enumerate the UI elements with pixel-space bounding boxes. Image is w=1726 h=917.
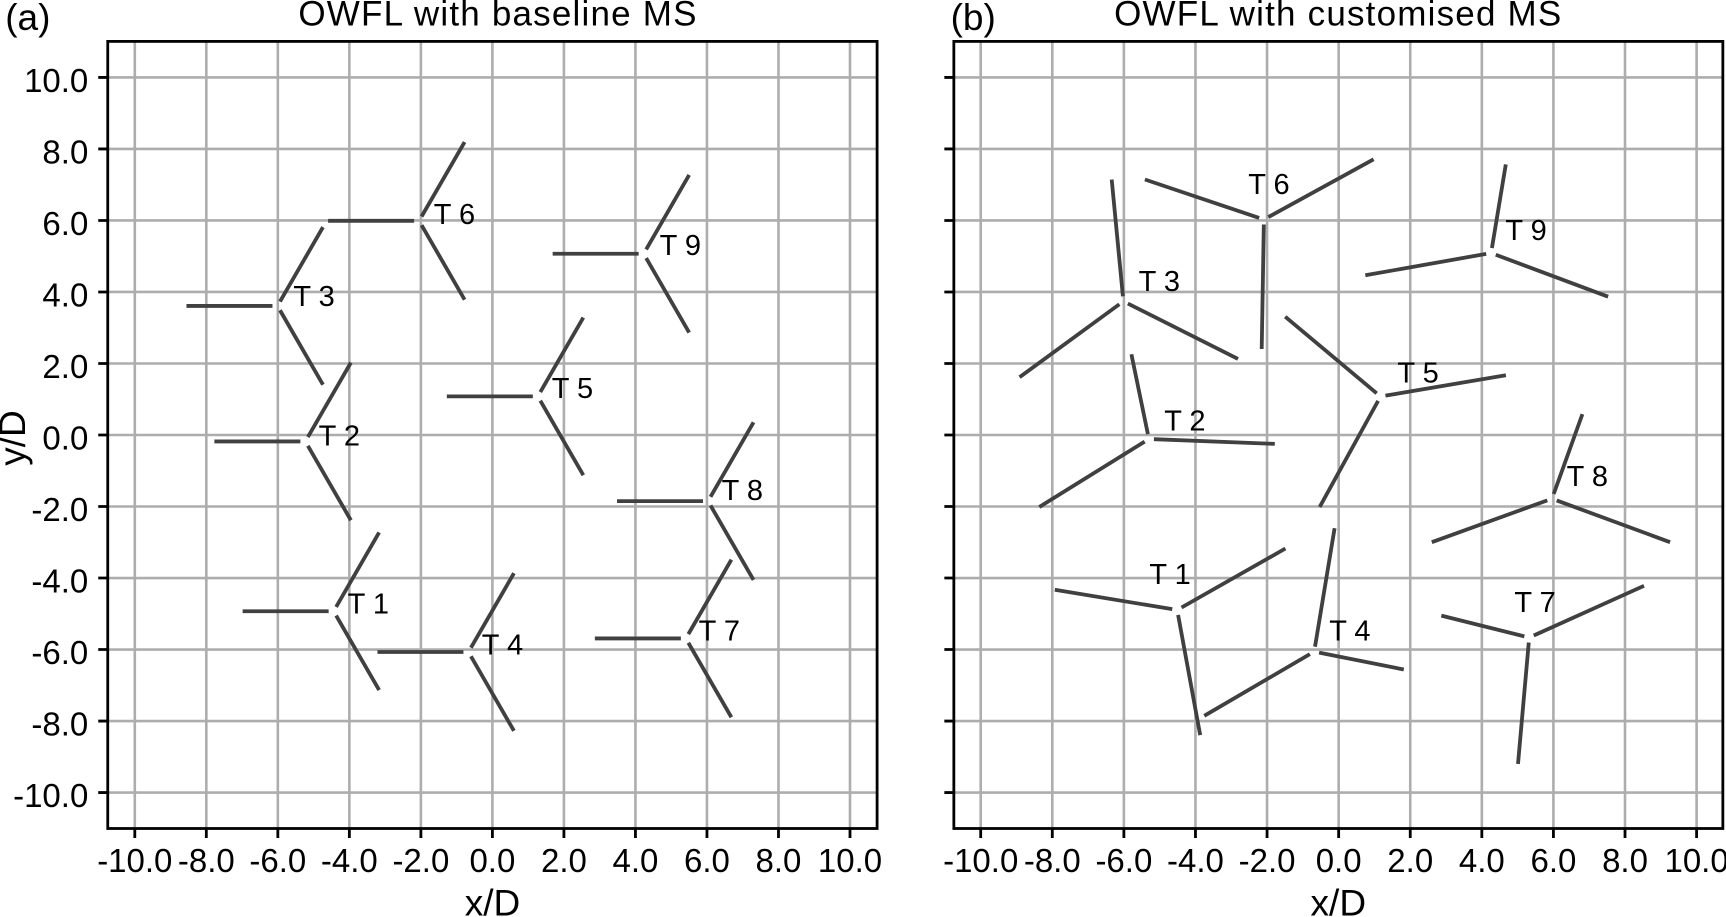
svg-text:8.0: 8.0 (1602, 842, 1648, 879)
svg-text:-10.0: -10.0 (97, 842, 172, 879)
svg-text:T 9: T 9 (1505, 215, 1546, 247)
svg-text:0.0: 0.0 (1316, 842, 1362, 879)
svg-text:-2.0: -2.0 (1239, 842, 1296, 879)
svg-text:T 7: T 7 (1514, 587, 1555, 619)
svg-text:-4.0: -4.0 (31, 562, 88, 599)
svg-text:T 6: T 6 (434, 199, 475, 231)
svg-text:8.0: 8.0 (42, 133, 88, 170)
svg-text:(a): (a) (5, 0, 50, 38)
svg-text:T 1: T 1 (1149, 559, 1190, 591)
svg-text:OWFL with baseline MS: OWFL with baseline MS (298, 0, 697, 33)
svg-text:T 9: T 9 (660, 230, 701, 262)
svg-text:6.0: 6.0 (684, 842, 730, 879)
svg-text:-6.0: -6.0 (31, 634, 88, 671)
svg-text:10.0: 10.0 (818, 842, 882, 879)
svg-text:-10.0: -10.0 (13, 777, 88, 814)
svg-text:6.0: 6.0 (42, 205, 88, 242)
svg-text:T 2: T 2 (1164, 405, 1205, 437)
svg-text:0.0: 0.0 (42, 419, 88, 456)
svg-text:T 8: T 8 (1567, 461, 1608, 493)
svg-text:8.0: 8.0 (756, 842, 802, 879)
svg-text:2.0: 2.0 (1387, 842, 1433, 879)
svg-text:T 3: T 3 (293, 281, 334, 313)
svg-text:x/D: x/D (465, 883, 521, 917)
svg-text:-2.0: -2.0 (392, 842, 449, 879)
svg-text:x/D: x/D (1311, 883, 1367, 917)
svg-text:OWFL with customised MS: OWFL with customised MS (1114, 0, 1562, 33)
svg-text:-6.0: -6.0 (249, 842, 306, 879)
svg-text:10.0: 10.0 (1664, 842, 1726, 879)
svg-text:2.0: 2.0 (541, 842, 587, 879)
svg-text:-10.0: -10.0 (943, 842, 1018, 879)
svg-text:4.0: 4.0 (613, 842, 659, 879)
svg-text:-8.0: -8.0 (31, 705, 88, 742)
svg-text:y/D: y/D (0, 410, 33, 466)
svg-text:-6.0: -6.0 (1095, 842, 1152, 879)
svg-text:4.0: 4.0 (1459, 842, 1505, 879)
svg-text:T 5: T 5 (552, 373, 593, 405)
svg-text:-4.0: -4.0 (321, 842, 378, 879)
svg-text:T 4: T 4 (482, 629, 523, 661)
svg-text:6.0: 6.0 (1530, 842, 1576, 879)
svg-text:T 4: T 4 (1329, 616, 1370, 648)
svg-text:T 3: T 3 (1139, 266, 1180, 298)
svg-text:T 5: T 5 (1397, 358, 1438, 390)
svg-text:4.0: 4.0 (42, 276, 88, 313)
svg-text:T 8: T 8 (722, 475, 763, 507)
svg-text:-2.0: -2.0 (31, 491, 88, 528)
svg-text:-8.0: -8.0 (178, 842, 235, 879)
svg-text:T 6: T 6 (1248, 169, 1289, 201)
svg-text:T 1: T 1 (348, 589, 389, 621)
svg-text:-4.0: -4.0 (1167, 842, 1224, 879)
svg-text:0.0: 0.0 (469, 842, 515, 879)
svg-text:T 2: T 2 (319, 420, 360, 452)
svg-text:2.0: 2.0 (42, 348, 88, 385)
svg-text:10.0: 10.0 (24, 62, 88, 99)
svg-text:(b): (b) (951, 0, 996, 38)
svg-text:T 7: T 7 (699, 615, 740, 647)
svg-text:-8.0: -8.0 (1024, 842, 1081, 879)
